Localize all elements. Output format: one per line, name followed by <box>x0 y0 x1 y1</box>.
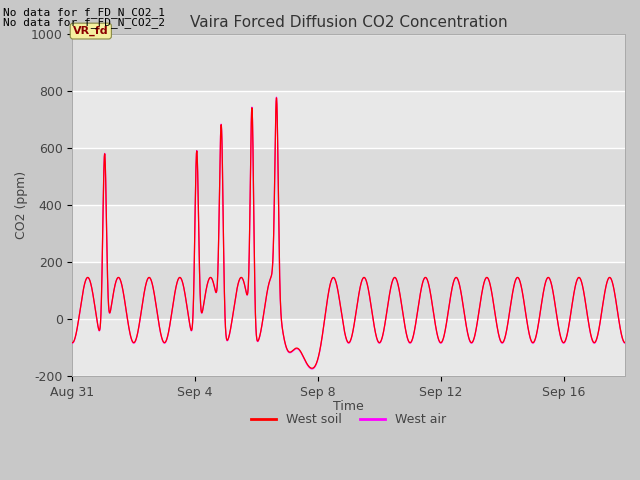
Legend: West soil, West air: West soil, West air <box>246 408 452 431</box>
Bar <box>72 34 625 91</box>
Y-axis label: CO2 (ppm): CO2 (ppm) <box>15 171 28 239</box>
Text: VR_fd: VR_fd <box>73 26 109 36</box>
Bar <box>72 319 625 376</box>
Bar <box>72 91 625 148</box>
X-axis label: Time: Time <box>333 400 364 413</box>
Text: No data for f_FD_N_CO2_2: No data for f_FD_N_CO2_2 <box>3 17 165 28</box>
Title: Vaira Forced Diffusion CO2 Concentration: Vaira Forced Diffusion CO2 Concentration <box>190 15 508 30</box>
Bar <box>72 205 625 262</box>
Bar <box>72 148 625 205</box>
Text: No data for f_FD_N_CO2_1: No data for f_FD_N_CO2_1 <box>3 7 165 18</box>
Bar <box>72 262 625 319</box>
